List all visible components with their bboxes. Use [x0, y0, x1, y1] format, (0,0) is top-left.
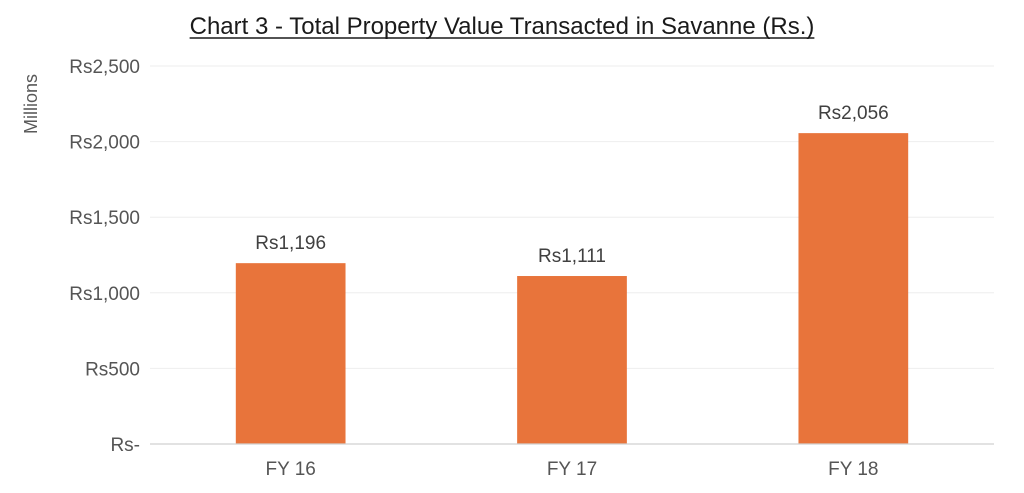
y-axis-title: Millions — [21, 74, 41, 134]
data-label: Rs1,111 — [538, 246, 606, 267]
y-axis-ticks: Rs- Rs500 Rs1,000 Rs1,500 Rs2,000 Rs2,500 — [69, 57, 140, 456]
chart-title: Chart 3 - Total Property Value Transacte… — [190, 13, 815, 40]
y-tick-label: Rs- — [110, 435, 140, 456]
y-tick-label: Rs500 — [85, 359, 140, 380]
x-tick-label: FY 16 — [265, 459, 315, 480]
x-axis-ticks: FY 16 FY 17 FY 18 — [265, 459, 878, 480]
bar — [517, 276, 627, 444]
data-labels: Rs1,196 Rs1,111 Rs2,056 — [255, 103, 888, 267]
bar — [235, 263, 346, 444]
data-label: Rs2,056 — [818, 103, 889, 124]
x-tick-label: FY 18 — [828, 459, 878, 480]
y-tick-label: Rs1,500 — [69, 208, 140, 229]
bars — [235, 133, 909, 444]
y-tick-label: Rs1,000 — [69, 284, 140, 305]
x-tick-label: FY 17 — [547, 459, 597, 480]
bar — [798, 133, 909, 444]
y-tick-label: Rs2,000 — [69, 133, 140, 154]
y-tick-label: Rs2,500 — [69, 57, 140, 78]
data-label: Rs1,196 — [255, 233, 326, 254]
